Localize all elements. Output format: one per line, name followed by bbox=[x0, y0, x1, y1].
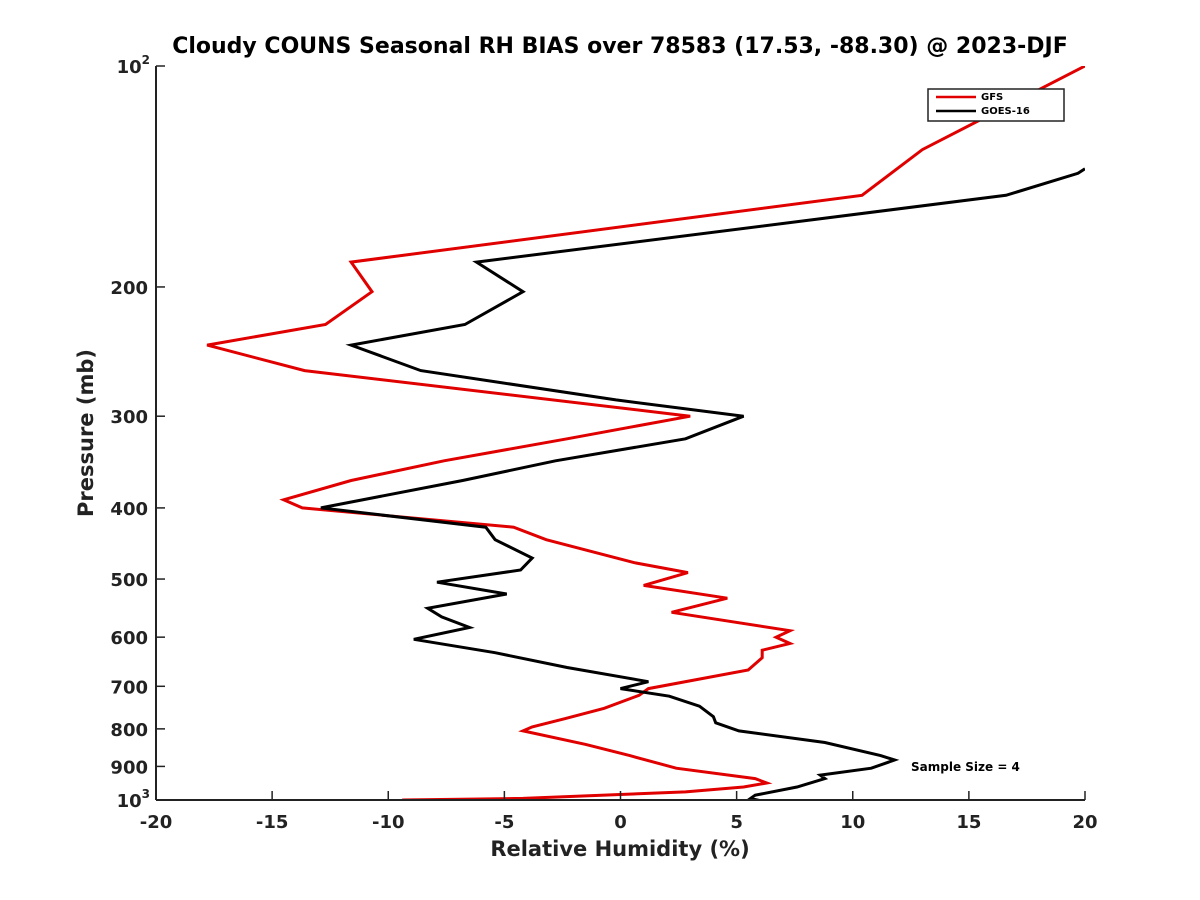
chart-title: Cloudy COUNS Seasonal RH BIAS over 78583… bbox=[172, 34, 1068, 59]
y-tick-label: 300 bbox=[110, 407, 148, 428]
y-tick-label: 600 bbox=[110, 628, 148, 649]
legend: GFS GOES-16 bbox=[927, 88, 1065, 122]
y-tick-label: 200 bbox=[110, 278, 148, 299]
x-axis-label: Relative Humidity (%) bbox=[490, 837, 749, 861]
x-tick-label: -15 bbox=[256, 812, 289, 833]
series-line-gfs bbox=[206, 66, 1085, 800]
x-tick-label: 5 bbox=[730, 812, 743, 833]
x-tick-label: 0 bbox=[614, 812, 627, 833]
sample-size-annotation: Sample Size = 4 bbox=[911, 760, 1020, 774]
y-tick-label: 900 bbox=[110, 757, 148, 778]
x-tick-label: -10 bbox=[372, 812, 405, 833]
legend-label-gfs: GFS bbox=[981, 92, 1003, 103]
y-tick-label: 800 bbox=[110, 720, 148, 741]
y-tick-label: 400 bbox=[110, 499, 148, 520]
y-tick-label: 102 bbox=[117, 53, 150, 78]
x-tick-label: -5 bbox=[494, 812, 514, 833]
series-line-goes16 bbox=[320, 167, 1085, 800]
plot-area: -20 -15 -10 -5 0 5 10 15 20 102 200 300 400 500 600 700… bbox=[110, 53, 1097, 833]
y-axis-label: Pressure (mb) bbox=[74, 349, 98, 517]
x-tick-label: 15 bbox=[956, 812, 981, 833]
x-tick-label: 20 bbox=[1072, 812, 1097, 833]
legend-box bbox=[927, 88, 1065, 122]
y-tick-label: 500 bbox=[110, 570, 148, 591]
ticks-layer: -20 -15 -10 -5 0 5 10 15 20 102 200 300 400 500 600 700… bbox=[110, 53, 1097, 833]
x-tick-label: 10 bbox=[840, 812, 865, 833]
series-layer bbox=[206, 66, 1085, 800]
x-tick-label: -20 bbox=[140, 812, 173, 833]
y-tick-label: 700 bbox=[110, 677, 148, 698]
legend-label-goes16: GOES-16 bbox=[981, 106, 1030, 117]
y-tick-label: 103 bbox=[117, 787, 150, 812]
